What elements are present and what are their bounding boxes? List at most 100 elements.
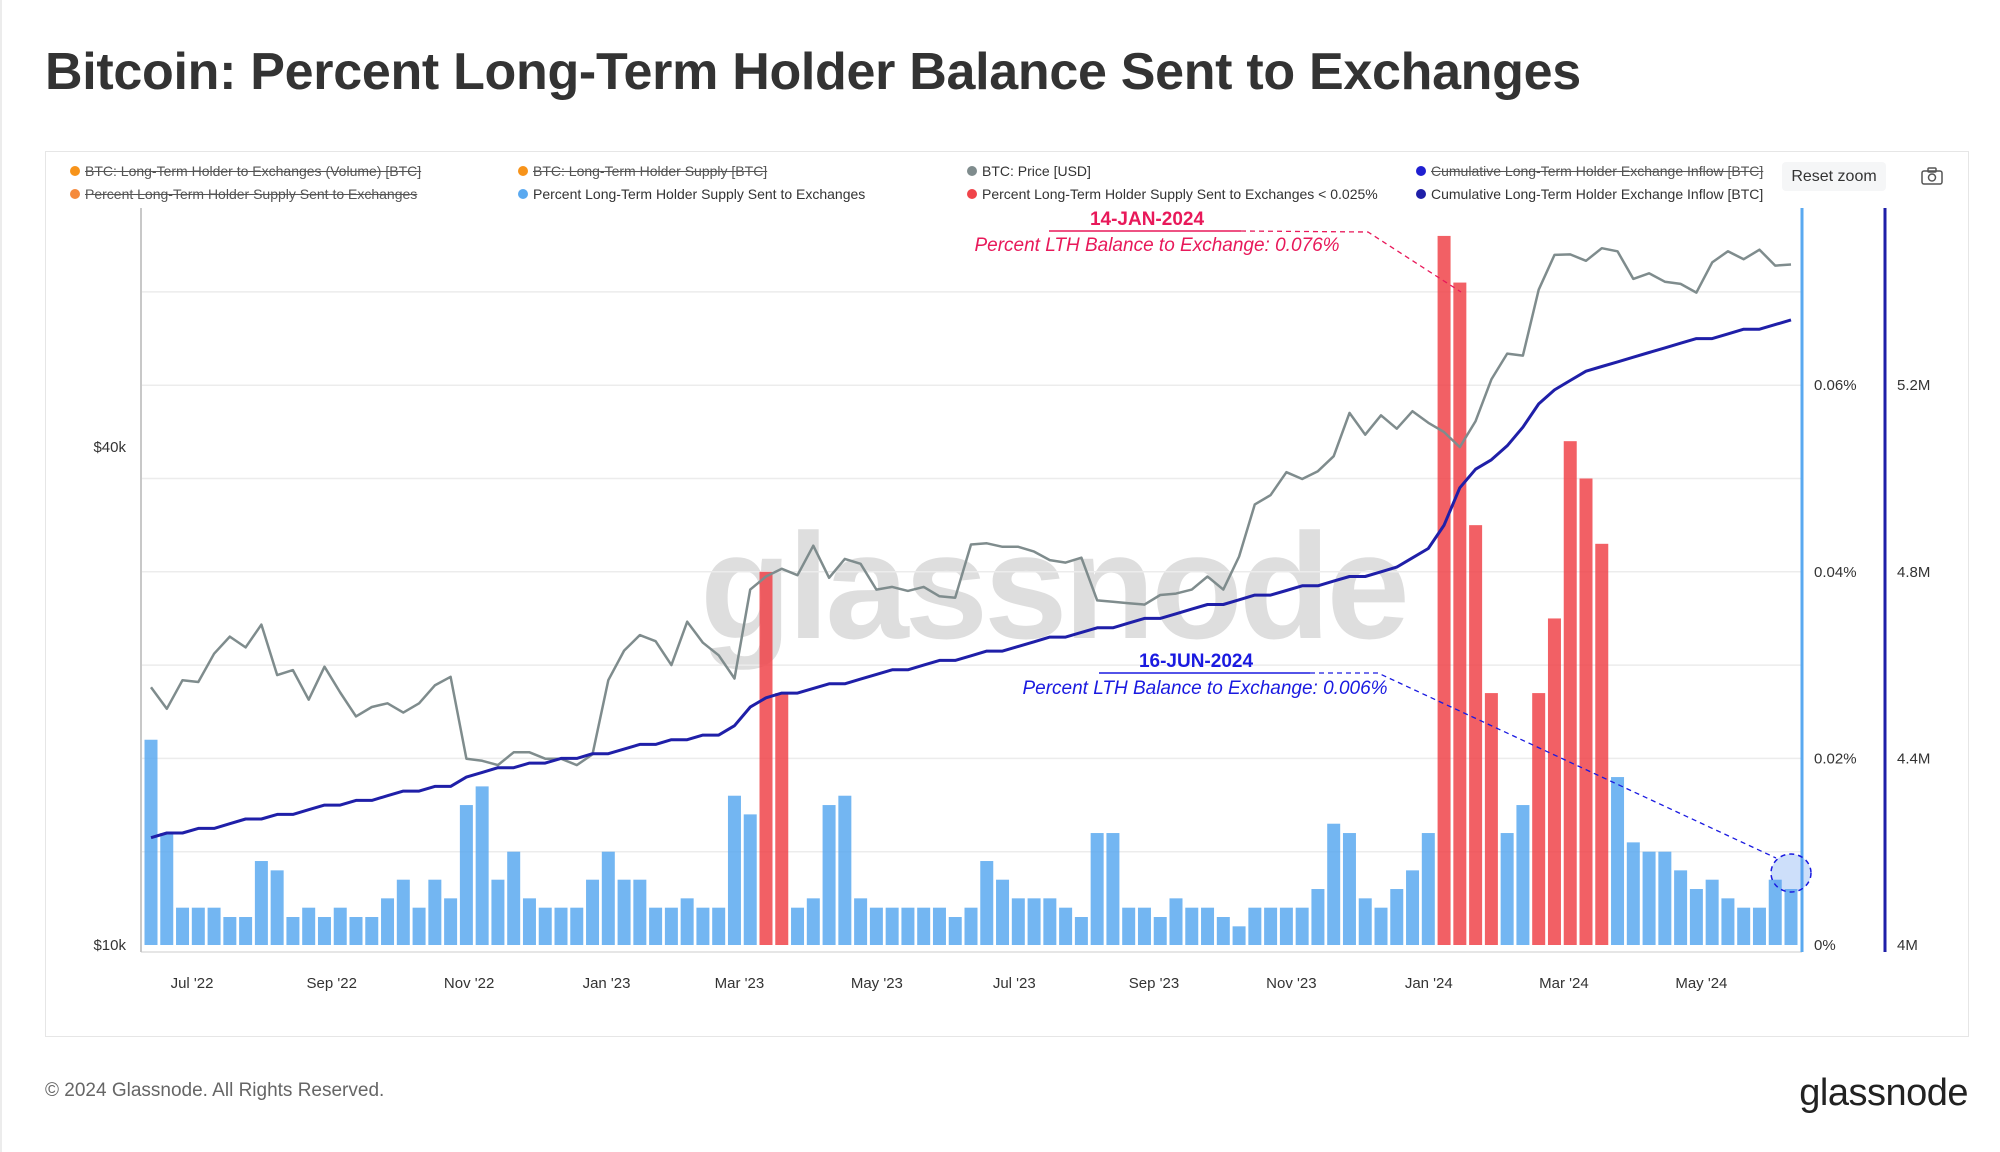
percent-bar <box>932 907 946 945</box>
percent-bar <box>617 879 631 945</box>
percent-bar <box>917 907 931 945</box>
cumulative-inflow-line <box>150 318 1792 840</box>
chart-container <box>45 151 1969 1037</box>
legend-dot-icon <box>1416 189 1426 199</box>
camera-icon[interactable] <box>1921 167 1943 185</box>
percent-bar <box>1153 917 1167 945</box>
percent-bar <box>664 907 678 945</box>
percent-bar <box>838 795 852 945</box>
percent-bar <box>601 851 615 945</box>
percent-bar <box>1658 851 1672 945</box>
legend-item-cumulative-hidden[interactable]: Cumulative Long-Term Holder Exchange Inf… <box>1416 163 1763 179</box>
percent-bar <box>191 907 205 945</box>
page-edge <box>0 0 2 1152</box>
percent-bar <box>1689 889 1703 945</box>
annotation-connector <box>1240 230 1462 293</box>
x-axis-tick-label: Jan '24 <box>1405 975 1453 992</box>
page-title: Bitcoin: Percent Long-Term Holder Balanc… <box>45 43 1581 101</box>
percent-bar <box>1674 870 1688 945</box>
legend-dot-icon <box>1416 166 1426 176</box>
percent-bar <box>475 786 489 945</box>
cumulative-axis-tick-label: 4.8M <box>1897 564 1930 581</box>
x-axis-tick-label: Sep '23 <box>1129 975 1179 992</box>
percent-axis-tick-label: 0.06% <box>1814 377 1857 394</box>
percent-bar <box>1721 898 1735 945</box>
annotation-date-jan: 14-JAN-2024 <box>1089 209 1205 230</box>
percent-bar <box>1737 907 1751 945</box>
annotation-connector <box>1310 672 1777 859</box>
percent-bar <box>1484 693 1498 945</box>
percent-bar <box>1784 889 1798 945</box>
percent-bar <box>1248 907 1262 945</box>
legend-item-percent[interactable]: Percent Long-Term Holder Supply Sent to … <box>518 186 865 202</box>
reset-zoom-button[interactable]: Reset zoom <box>1782 162 1886 191</box>
copyright: © 2024 Glassnode. All Rights Reserved. <box>45 1080 385 1101</box>
percent-bar <box>1547 618 1561 945</box>
percent-bar <box>1611 777 1625 945</box>
percent-bar <box>1595 543 1609 945</box>
percent-bar <box>144 739 158 945</box>
legend-dot-icon <box>967 166 977 176</box>
percent-bar <box>507 851 521 945</box>
legend-item-lth-supply[interactable]: BTC: Long-Term Holder Supply [BTC] <box>518 163 767 179</box>
percent-bar <box>1390 889 1404 945</box>
annotation-text-jan: Percent LTH Balance to Exchange: 0.076% <box>974 235 1340 256</box>
percent-bar <box>365 917 379 945</box>
percent-bar <box>1232 926 1246 945</box>
x-axis-tick-label: Mar '24 <box>1539 975 1589 992</box>
percent-bar <box>680 898 694 945</box>
x-axis-tick-label: May '23 <box>851 975 903 992</box>
legend-item-percent-threshold[interactable]: Percent Long-Term Holder Supply Sent to … <box>967 186 1378 202</box>
percent-bar <box>1421 833 1435 945</box>
annotation-highlight-circle <box>1770 853 1812 893</box>
percent-bar <box>459 805 473 945</box>
percent-bar <box>254 861 268 945</box>
x-axis-tick-label: May '24 <box>1675 975 1727 992</box>
percent-bar <box>1563 441 1577 945</box>
legend-item-price[interactable]: BTC: Price [USD] <box>967 163 1091 179</box>
percent-bar <box>1216 917 1230 945</box>
percent-bar <box>1027 898 1041 945</box>
percent-bar <box>176 907 190 945</box>
annotation-text-jun: Percent LTH Balance to Exchange: 0.006% <box>1022 678 1388 699</box>
percent-bar <box>948 917 962 945</box>
x-axis-tick-label: Nov '23 <box>1266 975 1316 992</box>
percent-bar <box>1453 282 1467 945</box>
left-axis-tick-label: $10k <box>93 937 126 954</box>
percent-bar <box>1074 917 1088 945</box>
percent-bar <box>554 907 568 945</box>
percent-bar <box>428 879 442 945</box>
legend-item-percent-hidden[interactable]: Percent Long-Term Holder Supply Sent to … <box>70 186 417 202</box>
watermark-logo: glassnode <box>700 502 1410 670</box>
percent-bar <box>302 907 316 945</box>
percent-bar <box>806 898 820 945</box>
percent-bar <box>286 917 300 945</box>
legend-item-lth-volume[interactable]: BTC: Long-Term Holder to Exchanges (Volu… <box>70 163 421 179</box>
percent-bar <box>1342 833 1356 945</box>
percent-bar <box>1626 842 1640 945</box>
percent-bar <box>1327 823 1341 945</box>
percent-bar <box>1122 907 1136 945</box>
percent-bar <box>1059 907 1073 945</box>
percent-axis-tick-label: 0% <box>1814 937 1836 954</box>
price-line <box>149 246 1792 767</box>
x-axis-tick-label: Mar '23 <box>715 975 765 992</box>
x-axis-tick-label: Jul '22 <box>171 975 214 992</box>
percent-bar <box>727 795 741 945</box>
legend-item-cumulative[interactable]: Cumulative Long-Term Holder Exchange Inf… <box>1416 186 1763 202</box>
percent-bar <box>1469 525 1483 945</box>
percent-bar <box>270 870 284 945</box>
annotation-date-jun: 16-JUN-2024 <box>1138 651 1254 672</box>
percent-bar <box>1500 833 1514 945</box>
percent-bar <box>712 907 726 945</box>
percent-bar <box>239 917 253 945</box>
legend-dot-icon <box>70 166 80 176</box>
percent-bar <box>649 907 663 945</box>
percent-bar <box>791 907 805 945</box>
percent-bar <box>696 907 710 945</box>
percent-bar <box>1264 907 1278 945</box>
percent-bar <box>586 879 600 945</box>
cumulative-axis-tick-label: 4.4M <box>1897 750 1930 767</box>
percent-bar <box>1011 898 1025 945</box>
